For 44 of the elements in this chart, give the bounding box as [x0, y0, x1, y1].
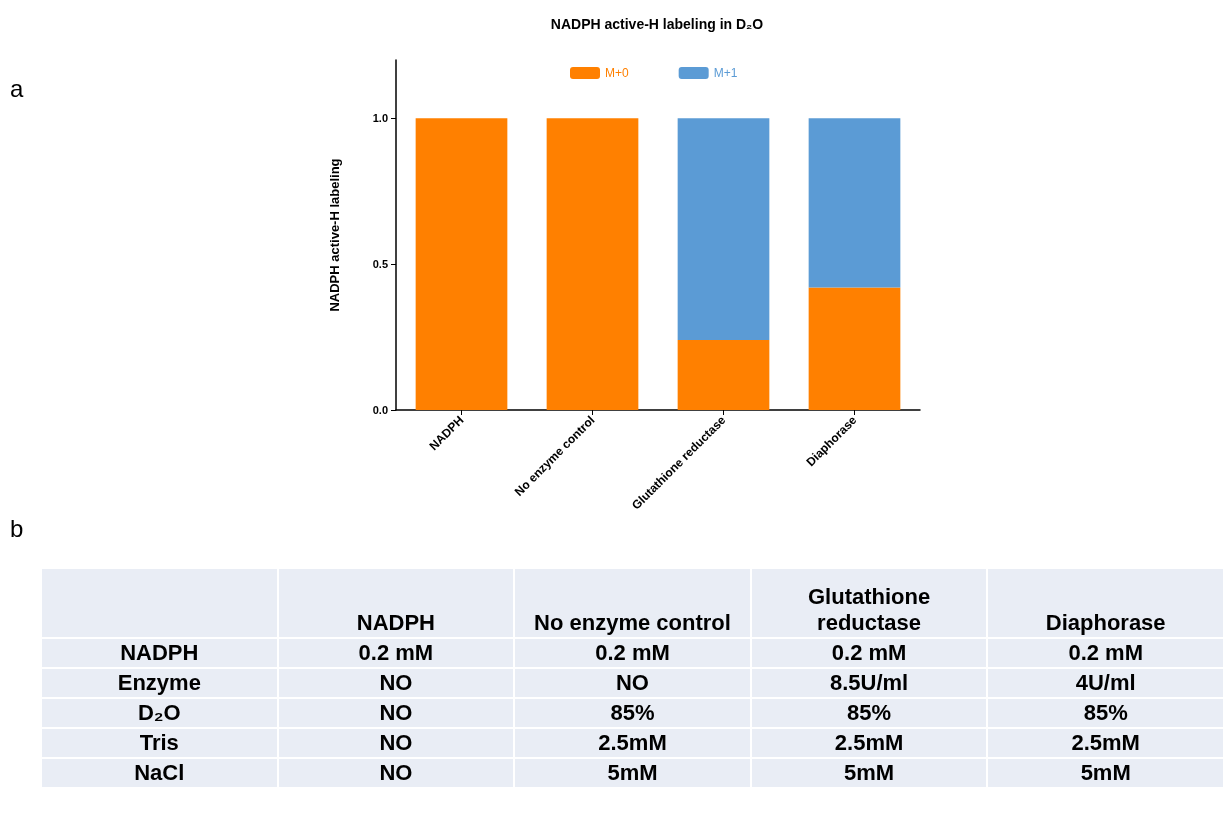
text: 5mM — [1080, 760, 1131, 785]
text: 4U/ml — [1075, 670, 1136, 695]
text: 2.5mM — [834, 730, 904, 755]
bar — [808, 118, 901, 288]
text: NO — [379, 730, 413, 755]
text: 2.5mM — [598, 730, 667, 755]
y-axis-title: NADPH active-H labeling — [327, 158, 342, 312]
text: 0.2 mM — [831, 640, 907, 665]
category-label: D₂O — [137, 700, 181, 725]
category-label: Tris — [139, 730, 179, 755]
text: 0.2 mM — [1068, 640, 1143, 665]
category-label: NADPH — [277, 568, 515, 638]
text: a — [10, 75, 24, 103]
text: 2.5mM — [1071, 730, 1140, 755]
legend-label: M+0 — [605, 66, 629, 80]
text: b — [10, 515, 24, 543]
text: 85% — [847, 700, 892, 725]
text: NO — [615, 670, 649, 695]
text: NO — [379, 670, 413, 695]
legend-label: M+1 — [713, 66, 738, 80]
y-tick-label: 0.5 — [372, 258, 388, 271]
y-tick-label: 0.0 — [372, 404, 388, 416]
category-label: NaCl — [134, 760, 185, 785]
text: 5mM — [844, 760, 895, 785]
bar — [677, 118, 770, 340]
category-label: NADPH — [120, 640, 199, 665]
text: 8.5U/ml — [829, 670, 909, 695]
bar — [808, 287, 901, 410]
text: 0.2 mM — [358, 640, 434, 665]
category-label: Glutathione reductase — [750, 568, 988, 638]
text: 5mM — [607, 760, 658, 785]
text: NO — [379, 760, 413, 785]
text: NO — [379, 700, 413, 725]
y-tick-label: 1.0 — [372, 112, 388, 125]
bar — [677, 340, 770, 410]
category-label: Diaphorase — [987, 568, 1224, 638]
bar — [415, 118, 508, 410]
text: 85% — [1083, 700, 1128, 725]
bar — [546, 118, 639, 410]
category-label: Enzyme — [117, 670, 201, 695]
text: 85% — [610, 700, 655, 725]
category-label: No enzyme control — [514, 568, 751, 638]
chart-title: NADPH active-H labeling in D₂O — [550, 16, 764, 32]
text: 0.2 mM — [595, 640, 670, 665]
